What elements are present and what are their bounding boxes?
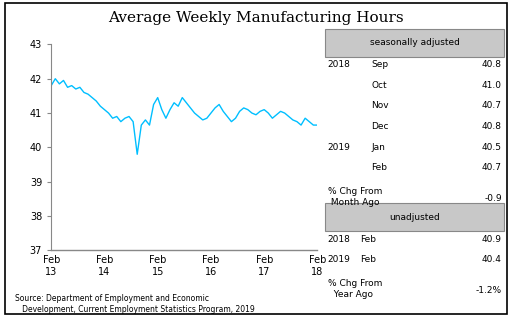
Text: Feb: Feb	[360, 255, 376, 264]
FancyBboxPatch shape	[325, 29, 504, 57]
Text: Feb: Feb	[371, 163, 387, 172]
Text: % Chg From
  Year Ago: % Chg From Year Ago	[328, 279, 382, 299]
Text: 40.7: 40.7	[482, 101, 502, 110]
FancyBboxPatch shape	[325, 203, 504, 231]
Text: Source: Department of Employment and Economic
   Development, Current Employment: Source: Department of Employment and Eco…	[15, 294, 255, 314]
Text: Sep: Sep	[371, 60, 388, 69]
Text: -1.2%: -1.2%	[476, 286, 502, 295]
Text: Oct: Oct	[371, 81, 387, 90]
Text: 40.8: 40.8	[482, 122, 502, 131]
Text: Dec: Dec	[371, 122, 389, 131]
Text: seasonally adjusted: seasonally adjusted	[370, 38, 460, 47]
Text: unadjusted: unadjusted	[389, 213, 440, 222]
Text: 40.8: 40.8	[482, 60, 502, 69]
Text: Jan: Jan	[371, 143, 385, 152]
Text: 40.5: 40.5	[482, 143, 502, 152]
Text: 2018: 2018	[328, 60, 351, 69]
Text: Average Weekly Manufacturing Hours: Average Weekly Manufacturing Hours	[108, 11, 404, 25]
Text: 2019: 2019	[328, 143, 351, 152]
Text: % Chg From
 Month Ago: % Chg From Month Ago	[328, 187, 382, 207]
Text: 40.7: 40.7	[482, 163, 502, 172]
Text: 2018: 2018	[328, 235, 351, 243]
Text: Nov: Nov	[371, 101, 389, 110]
Text: 40.9: 40.9	[482, 235, 502, 243]
Text: 40.4: 40.4	[482, 255, 502, 264]
Text: 41.0: 41.0	[482, 81, 502, 90]
Text: 2019: 2019	[328, 255, 351, 264]
Text: Feb: Feb	[360, 235, 376, 243]
Text: -0.9: -0.9	[484, 194, 502, 203]
